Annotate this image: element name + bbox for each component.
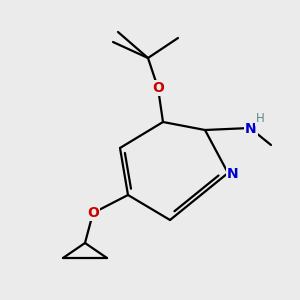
Text: N: N xyxy=(245,122,257,136)
Text: N: N xyxy=(227,167,239,181)
Text: H: H xyxy=(256,112,264,125)
Text: O: O xyxy=(152,81,164,95)
Text: O: O xyxy=(87,206,99,220)
